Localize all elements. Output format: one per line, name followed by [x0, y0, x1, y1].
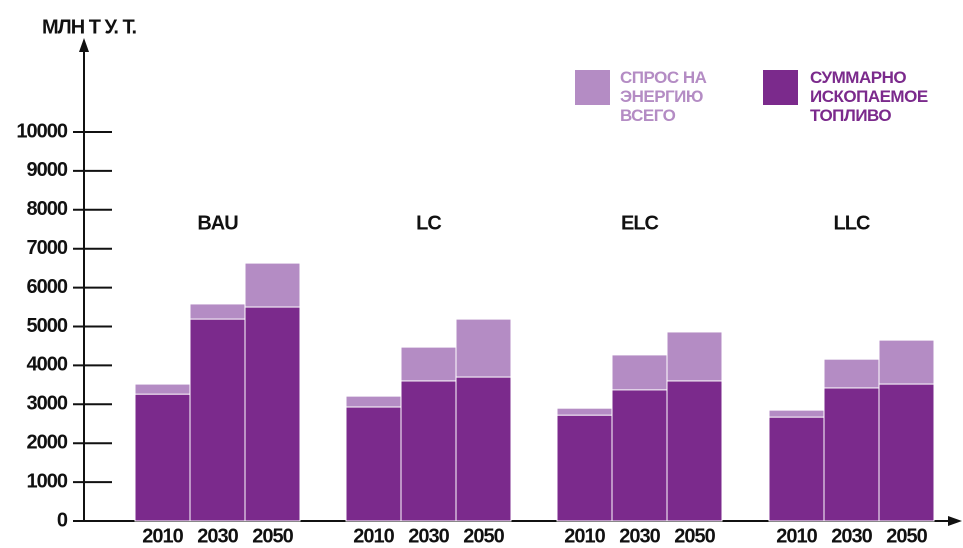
x-tick-label: 2030 [831, 525, 872, 547]
y-tick-label: 8000 [27, 198, 68, 220]
x-tick-label: 2050 [463, 525, 504, 547]
bar [878, 383, 935, 522]
group-label: LC [416, 212, 441, 234]
y-axis-arrow [79, 38, 89, 52]
bar [666, 380, 723, 522]
bar [611, 389, 668, 522]
y-tick-label: 10000 [16, 120, 67, 142]
x-tick-label: 2030 [197, 525, 238, 547]
bar [455, 376, 512, 522]
x-tick-label: 2030 [619, 525, 660, 547]
y-tick-label: 0 [57, 509, 68, 531]
y-tick-label: 6000 [27, 276, 68, 298]
bar [556, 414, 613, 522]
group-label: LLC [834, 212, 870, 234]
x-tick-label: 2050 [886, 525, 927, 547]
y-tick-label: 3000 [27, 393, 68, 415]
bar [134, 393, 191, 522]
x-tick-label: 2010 [353, 525, 394, 547]
y-axis-label: МЛН Т У. Т. [42, 16, 136, 38]
x-tick-label: 2010 [142, 525, 183, 547]
x-tick-label: 2050 [674, 525, 715, 547]
y-tick-label: 7000 [27, 237, 68, 259]
y-tick-label: 2000 [27, 431, 68, 453]
legend-swatch [763, 70, 798, 105]
group-label: ELC [621, 212, 659, 234]
bar [345, 406, 402, 522]
legend-label: СПРОС НА ЭНЕРГИЮ ВСЕГО [620, 68, 707, 125]
y-tick-label: 9000 [27, 159, 68, 181]
x-tick-label: 2050 [252, 525, 293, 547]
group-label: BAU [197, 212, 238, 234]
y-tick-label: 1000 [27, 470, 68, 492]
bar [189, 318, 246, 522]
y-tick-label: 5000 [27, 315, 68, 337]
bar [823, 387, 880, 522]
legend-swatch [575, 70, 610, 105]
x-tick-label: 2010 [776, 525, 817, 547]
x-axis-arrow [948, 516, 962, 526]
legend-label: СУММАРНО ИСКОПАЕМОЕ ТОПЛИВО [810, 68, 928, 125]
bar [768, 416, 825, 522]
y-tick-label: 4000 [27, 354, 68, 376]
bar [400, 380, 457, 522]
x-tick-label: 2010 [564, 525, 605, 547]
bar [244, 306, 301, 522]
x-tick-label: 2030 [408, 525, 449, 547]
